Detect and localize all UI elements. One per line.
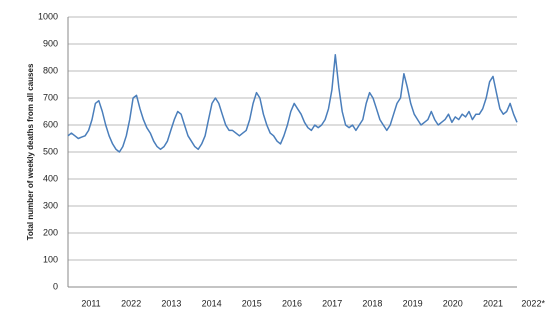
x-tick-label: 2022*: [521, 298, 545, 308]
y-tick-label: 300: [43, 200, 58, 210]
x-tick-label: 2021: [483, 298, 503, 308]
x-tick-label: 2014: [202, 298, 222, 308]
y-tick-label: 700: [43, 92, 58, 102]
y-tick-label: 100: [43, 254, 58, 264]
y-axis-label: Total number of weekly deaths from all c…: [26, 63, 35, 240]
x-tick-label: 2020: [443, 298, 463, 308]
x-tick-label: 2011: [81, 298, 100, 308]
y-tick-label: 400: [43, 173, 58, 183]
y-tick-label: 800: [43, 65, 58, 75]
y-tick-label: 200: [43, 227, 58, 237]
y-tick-label: 1000: [38, 11, 58, 21]
x-tick-label: 2017: [322, 298, 342, 308]
x-tick-label: 2013: [161, 298, 181, 308]
x-tick-label: 2019: [403, 298, 423, 308]
x-tick-label: 2018: [362, 298, 382, 308]
x-tick-label: 2015: [242, 298, 262, 308]
y-tick-label: 0: [53, 281, 58, 291]
y-tick-label: 600: [43, 119, 58, 129]
y-tick-label: 900: [43, 38, 58, 48]
y-tick-label: 500: [43, 146, 58, 156]
x-tick-label: 2016: [282, 298, 302, 308]
x-tick-label: 2022: [121, 298, 141, 308]
data-line: [67, 54, 518, 153]
